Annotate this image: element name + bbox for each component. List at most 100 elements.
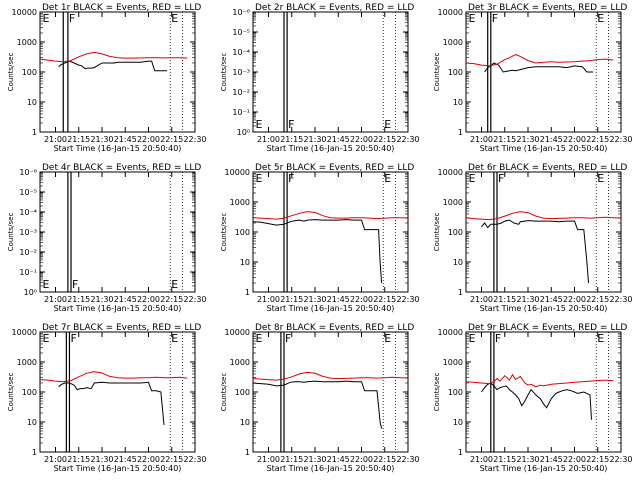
y-tick-label: 10 [453,418,463,427]
panel-title: Det 9r BLACK = Events, RED = LLD [468,323,627,333]
series-line-lld [39,51,188,63]
y-tick-label: 10⁻¹ [232,108,250,117]
y-tick-label: 1000 [230,198,250,207]
x-tick-label: 21:30 [516,135,539,144]
x-tick-label: 21:45 [114,295,137,304]
y-tick-label: 10⁰ [24,288,37,297]
marker-label: E [597,172,604,185]
y-tick-label: 10 [453,258,463,267]
marker-label: E [171,332,178,345]
y-tick-label: 10⁻² [232,88,250,97]
marker-label: E [469,172,476,185]
x-tick-label: 21:30 [516,295,539,304]
y-axis-label: Counts/sec [220,373,228,412]
y-tick-label: 10 [27,418,37,427]
y-tick-label: 1000 [17,358,37,367]
y-tick-label: 10 [240,258,250,267]
y-tick-label: 10000 [12,328,37,337]
y-tick-label: 100 [448,228,463,237]
plot-frame [465,11,622,133]
y-tick-label: 10⁻⁵ [19,188,37,197]
y-tick-label: 10 [27,98,37,107]
y-tick-label: 10⁻⁴ [19,208,37,217]
y-tick-label: 10000 [225,168,250,177]
series-line-events [252,219,383,284]
x-tick-label: 21:00 [470,295,493,304]
x-tick-label: 21:15 [493,455,516,464]
y-tick-label: 100 [22,68,37,77]
x-axis-label: Start Time (16-Jan-15 20:50:40) [267,464,395,473]
x-tick-label: 22:30 [396,135,419,144]
x-tick-label: 21:30 [303,295,326,304]
series-line-lld [39,371,188,383]
marker-label: E [171,12,178,25]
x-tick-label: 21:15 [67,455,90,464]
plot-frame [39,331,196,453]
y-tick-label: 1000 [443,198,463,207]
x-axis-label: Start Time (16-Jan-15 20:50:40) [480,144,608,153]
panel-title: Det 1r BLACK = Events, RED = LLD [42,3,201,13]
x-tick-label: 21:15 [493,135,516,144]
x-tick-label: 21:45 [540,295,563,304]
marker-label: E [43,12,50,25]
x-tick-label: 21:45 [327,135,350,144]
x-tick-label: 21:30 [90,455,113,464]
x-tick-label: 22:00 [563,455,586,464]
series-line-events [252,380,383,429]
marker-label: F [285,332,291,345]
series-line-events [481,382,592,420]
chart-panel: Det 9r BLACK = Events, RED = LLD 1 10 100 10… [433,323,633,473]
marker-label: F [498,172,504,185]
series-line-lld [465,54,614,67]
x-tick-label: 21:00 [470,135,493,144]
x-tick-label: 22:15 [373,455,396,464]
chart-panel: Det 1r BLACK = Events, RED = LLD 1 10 100 10… [7,3,207,153]
x-tick-label: 22:30 [183,295,206,304]
x-tick-label: 21:00 [257,135,280,144]
plot-frame [465,331,622,453]
y-tick-label: 1 [458,128,463,137]
y-axis-label: Counts/sec [7,373,15,412]
y-tick-label: 100 [235,388,250,397]
y-tick-label: 100 [22,388,37,397]
plot-frame [252,171,409,293]
marker-label: E [256,118,263,131]
marker-label: E [171,278,178,291]
x-tick-label: 22:00 [350,455,373,464]
x-tick-label: 21:15 [280,135,303,144]
y-tick-label: 10⁻² [19,248,37,257]
x-tick-label: 22:15 [586,455,609,464]
x-tick-label: 21:00 [257,455,280,464]
x-tick-label: 22:00 [350,135,373,144]
marker-label: F [288,172,294,185]
panel-title: Det 8r BLACK = Events, RED = LLD [255,323,414,333]
plot-frame [39,171,196,293]
panel-title: Det 7r BLACK = Events, RED = LLD [42,323,201,333]
x-tick-label: 22:30 [183,455,206,464]
y-tick-label: 10⁻⁶ [19,168,37,177]
x-tick-label: 22:30 [396,295,419,304]
y-tick-label: 1000 [443,358,463,367]
y-axis-label: Counts/sec [220,213,228,252]
series-line-events [481,219,589,284]
x-tick-label: 22:00 [350,295,373,304]
panel-title: Det 3r BLACK = Events, RED = LLD [468,3,627,13]
marker-label: E [43,278,50,291]
x-tick-label: 22:00 [137,455,160,464]
chart-panel: Det 6r BLACK = Events, RED = LLD 1 10 100 10… [433,163,633,313]
plot-frame [252,11,409,133]
y-tick-label: 1000 [17,38,37,47]
plot-frame [252,331,409,453]
y-tick-label: 10⁻¹ [19,268,37,277]
series-line-lld [465,373,614,388]
x-tick-label: 22:30 [183,135,206,144]
y-axis-label: Counts/sec [433,53,441,92]
series-line-events [58,381,165,425]
y-tick-label: 100 [448,388,463,397]
y-tick-label: 10000 [438,8,463,17]
x-axis-label: Start Time (16-Jan-15 20:50:40) [480,304,608,313]
y-tick-label: 10000 [12,8,37,17]
marker-label: E [469,12,476,25]
chart-panel: Det 3r BLACK = Events, RED = LLD 1 10 100 10… [433,3,633,153]
y-axis-label: Counts/sec [433,213,441,252]
